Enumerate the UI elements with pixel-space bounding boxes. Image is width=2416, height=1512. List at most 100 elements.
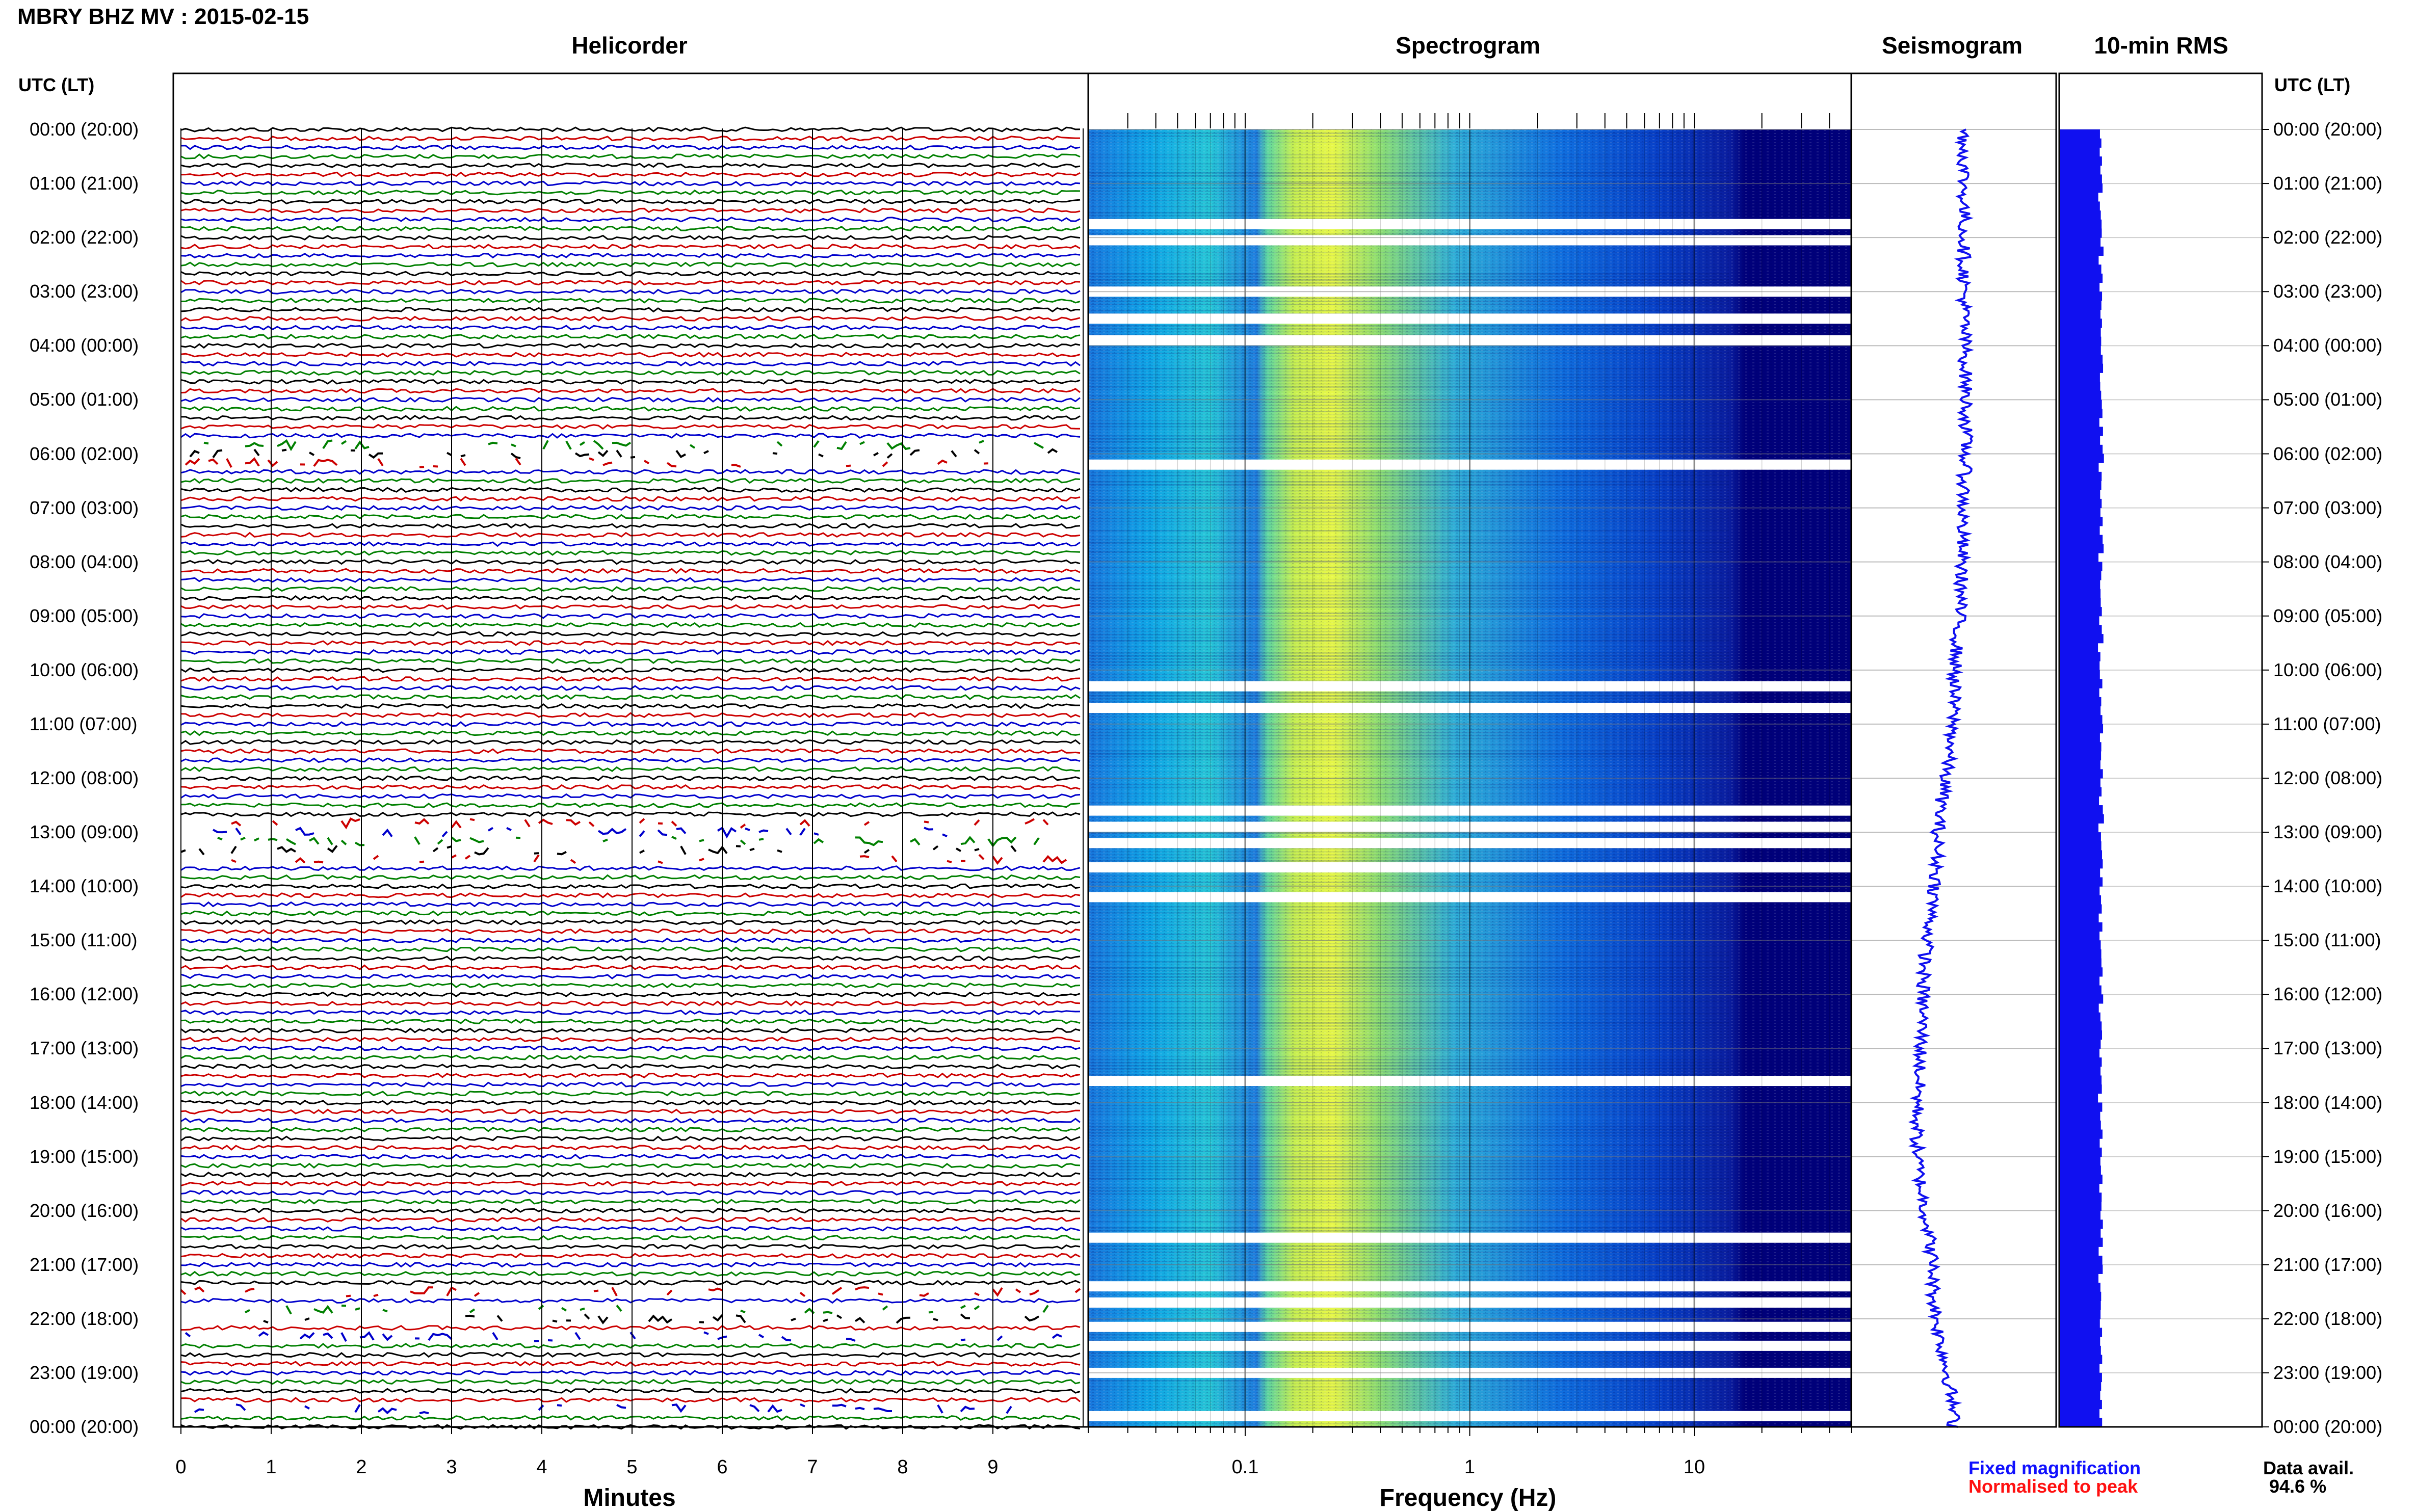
spectrogram-gap bbox=[1088, 459, 1851, 470]
rms-bar bbox=[2060, 1084, 2102, 1094]
helicorder-trace bbox=[180, 478, 1081, 484]
time-label-left: 21:00 (17:00) bbox=[30, 1254, 139, 1275]
rms-bar bbox=[2060, 129, 2100, 139]
rms-bar bbox=[2060, 255, 2099, 265]
rms-bar bbox=[2060, 1048, 2099, 1058]
rms-bar bbox=[2060, 778, 2100, 788]
helicorder-trace bbox=[180, 865, 1081, 871]
helicorder-trace bbox=[180, 136, 1080, 142]
helicorder-trace bbox=[180, 784, 1081, 790]
helicorder-trace bbox=[180, 225, 1081, 232]
frequency-tick-label: 1 bbox=[1464, 1456, 1476, 1478]
helicorder-trace bbox=[180, 694, 1081, 700]
helicorder-trace bbox=[180, 252, 1081, 259]
helicorder-trace bbox=[180, 703, 1080, 709]
rms-bar bbox=[2060, 625, 2102, 634]
helicorder-trace bbox=[180, 667, 1081, 673]
time-label-left: 09:00 (05:00) bbox=[30, 605, 139, 626]
time-label-right: 13:00 (09:00) bbox=[2273, 821, 2383, 843]
spectrogram-gap bbox=[1088, 805, 1851, 816]
helicorder-trace bbox=[180, 163, 1081, 169]
rms-bar bbox=[2060, 688, 2099, 698]
rms-bar bbox=[2060, 652, 2100, 661]
helicorder-trace bbox=[180, 874, 1081, 881]
helicorder-trace bbox=[180, 1324, 1081, 1331]
helicorder-trace bbox=[180, 982, 1081, 989]
rms-bar bbox=[2060, 382, 2100, 391]
page-title: MBRY BHZ MV : 2015-02-15 bbox=[17, 4, 309, 29]
helicorder-trace bbox=[180, 766, 1081, 773]
helicorder-trace bbox=[180, 514, 1081, 520]
helicorder-trace bbox=[180, 126, 1081, 132]
rms-bar bbox=[2060, 291, 2103, 301]
rms-bar bbox=[2060, 1418, 2103, 1427]
helicorder-trace bbox=[180, 937, 1081, 943]
helicorder-trace bbox=[180, 388, 1081, 394]
spectrogram-gap bbox=[1088, 335, 1851, 346]
helicorder-trace bbox=[180, 1280, 1081, 1286]
helicorder-trace bbox=[180, 532, 1081, 538]
helicorder-trace bbox=[180, 1370, 1081, 1376]
rms-bar bbox=[2060, 409, 2103, 418]
rms-bar bbox=[2060, 1237, 2103, 1247]
minute-tick-label: 3 bbox=[446, 1456, 457, 1478]
helicorder-trace bbox=[180, 189, 1081, 196]
rms-bar bbox=[2060, 706, 2101, 715]
helicorder-trace bbox=[180, 541, 1081, 547]
rms-bar bbox=[2060, 1156, 2100, 1166]
helicorder-trace bbox=[180, 406, 1081, 412]
rms-bar bbox=[2060, 228, 2102, 238]
rms-bar bbox=[2060, 390, 2102, 400]
rms-bar bbox=[2060, 985, 2102, 995]
helicorder-trace bbox=[180, 1388, 1081, 1394]
helicorder-trace bbox=[180, 1108, 1081, 1115]
spectrogram-gap bbox=[1088, 313, 1851, 324]
time-label-left: 11:00 (07:00) bbox=[30, 713, 138, 734]
rms-bar bbox=[2060, 1093, 2098, 1103]
helicorder-trace bbox=[180, 1415, 1081, 1421]
time-label-right: 05:00 (01:00) bbox=[2273, 389, 2383, 410]
helicorder-trace bbox=[180, 577, 1081, 583]
rms-bar bbox=[2060, 192, 2098, 202]
time-label-left: 10:00 (06:00) bbox=[30, 659, 139, 680]
helicorder-trace bbox=[180, 973, 1081, 979]
spectrogram-gap bbox=[1088, 1340, 1851, 1351]
rms-bar bbox=[2060, 796, 2099, 806]
helicorder-trace bbox=[180, 748, 1081, 754]
helicorder-trace bbox=[180, 1243, 1081, 1250]
helicorder-trace bbox=[180, 1261, 1081, 1268]
rms-bar bbox=[2060, 598, 2101, 607]
rms-bar bbox=[2060, 760, 2100, 770]
rms-bar bbox=[2060, 1399, 2102, 1410]
rms-bar bbox=[2060, 571, 2102, 580]
rms-bar bbox=[2060, 444, 2103, 454]
helicorder-trace bbox=[180, 892, 1081, 898]
time-label-right: 12:00 (08:00) bbox=[2273, 767, 2383, 788]
helicorder-trace bbox=[180, 469, 1081, 475]
helicorder-trace bbox=[245, 1306, 1080, 1314]
helicorder-trace bbox=[180, 1397, 1081, 1403]
rms-bar bbox=[2060, 697, 2102, 707]
helicorder-trace bbox=[180, 730, 1081, 736]
time-label-left: 01:00 (21:00) bbox=[30, 173, 139, 194]
time-label-right: 03:00 (23:00) bbox=[2273, 281, 2383, 302]
time-label-right: 20:00 (16:00) bbox=[2273, 1200, 2383, 1221]
rms-bar bbox=[2060, 1210, 2100, 1220]
rms-bar bbox=[2060, 1391, 2100, 1400]
rms-bar bbox=[2060, 850, 2103, 860]
time-label-left: 03:00 (23:00) bbox=[30, 281, 139, 302]
helicorder-trace bbox=[180, 207, 1081, 214]
minute-tick-label: 6 bbox=[717, 1456, 728, 1478]
rms-bar bbox=[2060, 1345, 2101, 1356]
helicorder-trace bbox=[180, 1000, 1081, 1007]
rms-bar bbox=[2060, 868, 2100, 878]
helicorder-trace bbox=[180, 1037, 1081, 1043]
rms-bar bbox=[2060, 1291, 2102, 1301]
helicorder-trace bbox=[180, 1361, 1081, 1367]
helicorder-trace bbox=[180, 279, 1081, 286]
time-label-left: 18:00 (14:00) bbox=[30, 1092, 139, 1113]
rms-bar bbox=[2060, 715, 2103, 725]
helicorder-trace bbox=[180, 964, 1081, 970]
time-label-left: 23:00 (19:00) bbox=[30, 1362, 139, 1383]
rms-bar bbox=[2060, 922, 2103, 932]
